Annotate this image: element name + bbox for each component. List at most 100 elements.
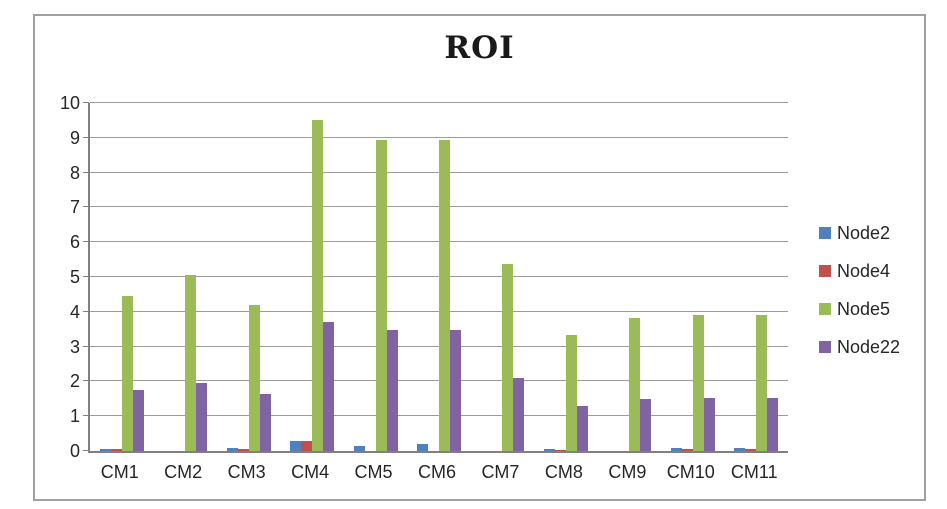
bar-node22-cm2 [196,383,208,451]
y-tick-6 [83,241,89,243]
gridline-10 [90,102,788,103]
bar-node22-cm9 [640,399,652,451]
legend-swatch-node22 [819,341,831,353]
y-tick-0 [83,450,89,451]
y-tick-1 [83,415,89,417]
bar-node22-cm7 [513,378,525,451]
bar-node5-cm6 [438,140,450,451]
legend-label-node2: Node2 [837,223,891,243]
legend-swatch-node4 [819,265,831,277]
category-group-cm4 [280,103,343,451]
x-axis-label-cm8: CM8 [544,462,583,482]
bar-node4-cm3 [237,449,249,451]
category-group-cm2 [153,103,216,451]
bar-node22-cm3 [259,394,271,451]
bar-node2-cm10 [670,448,682,451]
bar-node5-cm9 [629,318,641,451]
y-tick-label-7: 7 [69,197,80,218]
bar-node22-cm6 [449,330,461,451]
y-tick-label-10: 10 [59,93,80,113]
category-group-cm9 [598,103,661,451]
bar-node5-cm4 [312,120,324,451]
category-group-cm1 [90,103,153,451]
y-tick-label-4: 4 [69,301,80,322]
x-axis-label-cm10: CM10 [666,462,715,482]
legend-label-node22: Node22 [837,337,901,357]
category-group-cm5 [344,103,407,451]
category-group-cm7 [471,103,534,451]
y-tick-label-2: 2 [69,371,80,392]
bar-node5-cm1 [121,296,133,451]
chart-frame: ROI CM1 CM2 CM3 CM4 CM5 CM6 CM7 CM8 CM9 CM10 CM11 … [33,14,926,501]
y-tick-label-0: 0 [69,441,80,461]
bar-node5-cm3 [248,305,260,451]
y-tick-label-1: 1 [69,406,80,427]
y-tick-label-8: 8 [69,162,80,183]
x-axis-label-cm2: CM2 [164,462,203,482]
chart-title: ROI [444,30,515,66]
bar-node2-cm4 [290,441,302,451]
legend-item-node5: Node5 [819,299,900,319]
x-axis-label-cm1: CM1 [100,462,139,482]
x-axis-label-cm7: CM7 [481,462,520,482]
bar-node22-cm1 [132,390,144,451]
bar-node4-cm4 [301,441,313,451]
bar-node2-cm1 [99,449,111,451]
bar-node22-cm10 [703,398,715,451]
y-tick-label-3: 3 [69,336,80,357]
bar-node2-cm6 [416,444,428,451]
legend-item-node4: Node4 [819,261,900,281]
y-tick-7 [83,206,89,208]
bar-node2-cm3 [226,448,238,451]
y-tick-label-5: 5 [69,267,80,287]
category-group-cm11 [725,103,788,451]
plot-area [83,102,788,453]
category-group-cm8 [534,103,597,451]
bar-node5-cm2 [185,275,197,451]
legend-item-node2: Node2 [819,223,900,243]
bar-node5-cm7 [502,264,514,451]
bar-node5-cm11 [756,315,768,451]
bar-node2-cm8 [543,449,555,451]
category-group-cm3 [217,103,280,451]
legend-swatch-node2 [819,227,831,239]
bar-node22-cm11 [767,398,779,451]
bar-node22-cm5 [386,330,398,451]
y-tick-8 [83,171,89,173]
y-tick-3 [83,345,89,347]
bar-node4-cm11 [745,449,757,451]
x-axis-label-cm5: CM5 [354,462,393,482]
category-group-cm6 [407,103,470,451]
y-tick-2 [83,380,89,382]
legend-label-node5: Node5 [837,299,891,319]
y-tick-10 [83,102,89,103]
bar-node2-cm5 [353,446,365,451]
legend-label-node4: Node4 [837,261,891,281]
legend-item-node22: Node22 [819,337,900,357]
y-tick-9 [83,136,89,138]
bar-node22-cm8 [576,406,588,451]
x-axis-label-cm3: CM3 [227,462,266,482]
x-axis-label-cm11: CM11 [730,462,778,482]
bar-node5-cm8 [565,335,577,451]
bar-node22-cm4 [323,322,335,451]
x-axis-labels: CM1 CM2 CM3 CM4 CM5 CM6 CM7 CM8 CM9 CM10 CM11 [88,462,786,486]
bar-node5-cm5 [375,140,387,451]
y-tick-5 [83,276,89,277]
legend-swatch-node5 [819,303,831,315]
x-axis-label-cm9: CM9 [608,462,647,482]
bar-node2-cm11 [734,448,746,451]
legend: Node2 Node4 Node5 Node22 [819,223,900,375]
bar-node4-cm10 [681,449,693,451]
bar-node4-cm8 [554,450,566,451]
y-tick-label-9: 9 [69,127,80,148]
y-tick-4 [83,310,89,312]
gridline-9 [90,136,788,138]
y-tick-label-6: 6 [69,232,80,253]
x-axis-label-cm6: CM6 [417,462,456,482]
bar-node5-cm10 [692,315,704,451]
bar-node4-cm1 [110,449,122,451]
x-axis-label-cm4: CM4 [291,462,330,482]
category-group-cm10 [661,103,724,451]
